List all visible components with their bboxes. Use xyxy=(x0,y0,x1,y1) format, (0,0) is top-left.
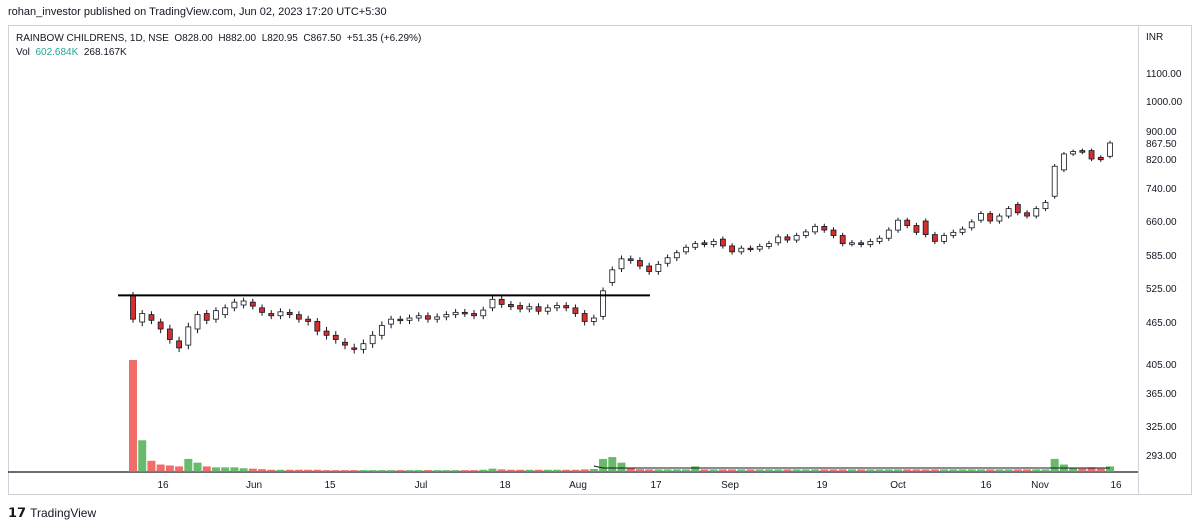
tradingview-logo-icon[interactable]: 𝟭𝟳 xyxy=(8,505,27,520)
symbol-label[interactable]: RAINBOW CHILDRENS, 1D, NSE xyxy=(16,33,169,44)
close-value: C867.50 xyxy=(303,33,342,44)
volume-label: Vol xyxy=(16,47,30,58)
low-value: L820.95 xyxy=(261,33,298,44)
change-value: +51.35 (+6.29%) xyxy=(346,33,422,44)
volume-value: 602.684K xyxy=(35,47,79,58)
chart-legend: RAINBOW CHILDRENS, 1D, NSE O828.00 H882.… xyxy=(16,32,421,60)
price-axis-separator xyxy=(1138,25,1139,495)
volume-row: Vol 602.684K 268.167K xyxy=(16,46,421,60)
open-value: O828.00 xyxy=(174,33,213,44)
brand-label[interactable]: TradingView xyxy=(30,506,97,520)
footer: 𝟭𝟳 TradingView xyxy=(8,505,96,521)
volume-ma-value: 268.167K xyxy=(83,47,127,58)
high-value: H882.00 xyxy=(218,33,257,44)
chart-frame xyxy=(8,25,1192,495)
publisher-line: rohan_investor published on TradingView.… xyxy=(8,6,387,18)
ohlc-row: RAINBOW CHILDRENS, 1D, NSE O828.00 H882.… xyxy=(16,32,421,46)
